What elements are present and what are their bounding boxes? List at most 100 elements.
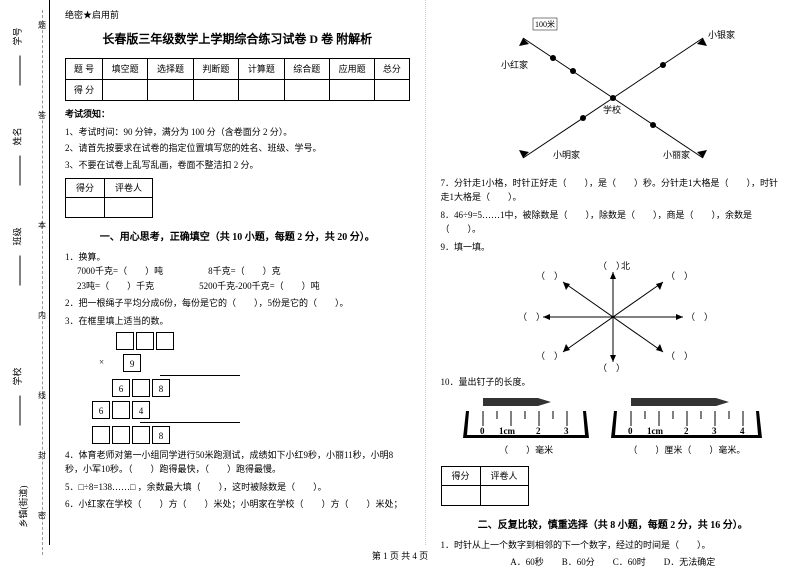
svg-text:3: 3: [712, 426, 717, 436]
svg-text:（ ）: （ ）: [666, 351, 693, 361]
td: [102, 79, 147, 100]
th: 计算题: [239, 58, 284, 79]
svg-text:2: 2: [684, 426, 689, 436]
digit-8: 8: [152, 379, 170, 397]
svg-text:100米: 100米: [535, 19, 555, 29]
gutter-label-2: 姓名: [11, 127, 24, 145]
svg-text:（ ）: （ ）: [536, 351, 563, 361]
svg-text:（ ）: （ ）: [666, 271, 693, 281]
digit-4: 4: [132, 401, 150, 419]
td: [193, 79, 238, 100]
th: 综合题: [284, 58, 329, 79]
left-column: 绝密★启用前 长春版三年级数学上学期综合练习试卷 D 卷 附解析 题 号 填空题…: [50, 0, 426, 545]
question-9: 9．填一填。: [441, 240, 786, 254]
notice-heading: 考试须知：: [65, 107, 410, 121]
table-row: 得 分: [66, 79, 410, 100]
direction-diagram: 100米 小银家 小红家 小明家 小丽家 学校: [463, 8, 763, 173]
score-entry-box: 得分 评卷人: [65, 178, 153, 218]
gutter-line-1: [20, 56, 21, 86]
notice-block: 1、考试时间：90 分钟，满分为 100 分（含卷面分 2 分）。 2、请首先按…: [65, 125, 410, 172]
hint-7: 密: [38, 510, 46, 521]
question-8: 8．46÷9=5……1中，被除数是（ ），除数是（ ），商是（ ），余数是（ ）…: [441, 208, 786, 237]
question-3: 3．在框里填上适当的数。: [65, 314, 410, 328]
question-5: 5．□÷8=138……□ ，余数最大填（ ），这时被除数是（ ）。: [65, 480, 410, 494]
score-entry-box-2: 得分 评卷人: [441, 466, 529, 506]
svg-text:（ ）: （ ）: [536, 271, 563, 281]
ruler-b-svg: 0 1cm 2 3 4: [609, 396, 764, 441]
question-2: 2．把一根绳子平均分成6份，每份是它的（ ），5份是它的（ ）。: [65, 296, 410, 310]
gutter-label-3: 班级: [11, 227, 24, 245]
svg-text:0: 0: [628, 426, 633, 436]
th: 题 号: [66, 58, 103, 79]
notice-line: 1、考试时间：90 分钟，满分为 100 分（含卷面分 2 分）。: [65, 125, 410, 139]
question-7: 7．分针走1小格，时针正好走（ ），是（ ）秒。分针走1大格是（ ），时针走1大…: [441, 176, 786, 205]
td: [329, 79, 374, 100]
hint-5: 线: [38, 390, 46, 401]
notice-line: 2、请首先按要求在试卷的指定位置填写您的姓名、班级、学号。: [65, 141, 410, 155]
svg-text:3: 3: [564, 426, 569, 436]
question-1: 1．换算。 7000千克=（ ）吨 8千克=（ ）克 23吨=（ ）千克 520…: [65, 250, 410, 293]
svg-text:0: 0: [480, 426, 485, 436]
svg-text:1cm: 1cm: [499, 426, 515, 436]
svg-text:小银家: 小银家: [708, 29, 735, 40]
th: 选择题: [148, 58, 193, 79]
q1-label: 1．换算。: [65, 250, 410, 264]
table-row: 题 号 填空题 选择题 判断题 计算题 综合题 应用题 总分: [66, 58, 410, 79]
question-10: 10．量出钉子的长度。: [441, 375, 786, 389]
section-1-title: 一、用心思考，正确填空（共 10 小题，每题 2 分，共 20 分）。: [65, 230, 410, 246]
svg-text:小明家: 小明家: [553, 149, 580, 160]
svg-text:1cm: 1cm: [647, 426, 663, 436]
exam-title: 长春版三年级数学上学期综合练习试卷 D 卷 附解析: [65, 30, 410, 49]
score-label: 得分: [66, 178, 105, 197]
dash-line: [42, 10, 43, 555]
ruler-a: 0 1cm 2 3 （ ）毫米: [461, 396, 591, 457]
digit-6: 6: [112, 379, 130, 397]
page-footer: 第 1 页 共 4 页: [0, 549, 800, 562]
gutter-label-5: 乡镇(街道): [17, 486, 30, 528]
svg-text:（ ）: （ ）: [686, 312, 708, 322]
vertical-calc: × 9 68 64 8: [115, 331, 410, 445]
td: [239, 79, 284, 100]
question-4: 4．体育老师对第一小组同学进行50米跑测试，成绩如下小红9秒，小丽11秒，小明8…: [65, 448, 410, 477]
hint-1: 题: [38, 20, 46, 31]
q1-line: 23吨=（ ）千克 5200千克-200千克=（ ）吨: [77, 279, 410, 293]
th: 总分: [375, 58, 409, 79]
compass-diagram: （ ） 北 （ ） （ ） （ ） （ ） （ ） （ ） （ ）: [518, 257, 708, 372]
secret-label: 绝密★启用前: [65, 8, 410, 22]
notice-line: 3、不要在试卷上乱写乱画，卷面不整洁扣 2 分。: [65, 158, 410, 172]
score-label: 得分: [441, 466, 480, 485]
question-6: 6．小红家在学校（ ）方（ ）米处；小明家在学校（ ）方（ ）米处；: [65, 497, 410, 511]
binding-gutter: 学号 姓名 班级 学校 乡镇(街道) 题 答 本 内 线 封 密: [0, 0, 50, 545]
svg-text:学校: 学校: [603, 104, 621, 115]
grader-label: 评卷人: [105, 178, 153, 197]
th: 填空题: [102, 58, 147, 79]
svg-text:小丽家: 小丽家: [663, 149, 690, 160]
digit-8: 8: [152, 426, 170, 444]
gutter-line-2: [20, 156, 21, 186]
digit-9: 9: [123, 354, 141, 372]
th: 应用题: [329, 58, 374, 79]
td: [148, 79, 193, 100]
hint-2: 答: [38, 110, 46, 121]
rulers-block: 0 1cm 2 3 （ ）毫米: [441, 392, 786, 461]
svg-text:北: 北: [621, 261, 630, 271]
hint-6: 封: [38, 450, 46, 461]
th: 判断题: [193, 58, 238, 79]
hint-3: 本: [38, 220, 46, 231]
gutter-line-4: [20, 396, 21, 426]
hint-4: 内: [38, 310, 46, 321]
svg-text:2: 2: [536, 426, 541, 436]
svg-text:小红家: 小红家: [501, 59, 528, 70]
gutter-line-3: [20, 256, 21, 286]
digit-6: 6: [92, 401, 110, 419]
grader-label: 评卷人: [480, 466, 528, 485]
gutter-label-4: 学校: [11, 367, 24, 385]
td: [375, 79, 409, 100]
gutter-label-1: 学号: [11, 27, 24, 45]
section-2-title: 二、反复比较，慎重选择（共 8 小题，每题 2 分，共 16 分）。: [441, 518, 786, 534]
score-table: 题 号 填空题 选择题 判断题 计算题 综合题 应用题 总分 得 分: [65, 58, 410, 102]
td: 得 分: [66, 79, 103, 100]
ruler-a-svg: 0 1cm 2 3: [461, 396, 591, 441]
q1-line: 7000千克=（ ）吨 8千克=（ ）克: [77, 264, 410, 278]
times-sign: ×: [99, 357, 104, 367]
